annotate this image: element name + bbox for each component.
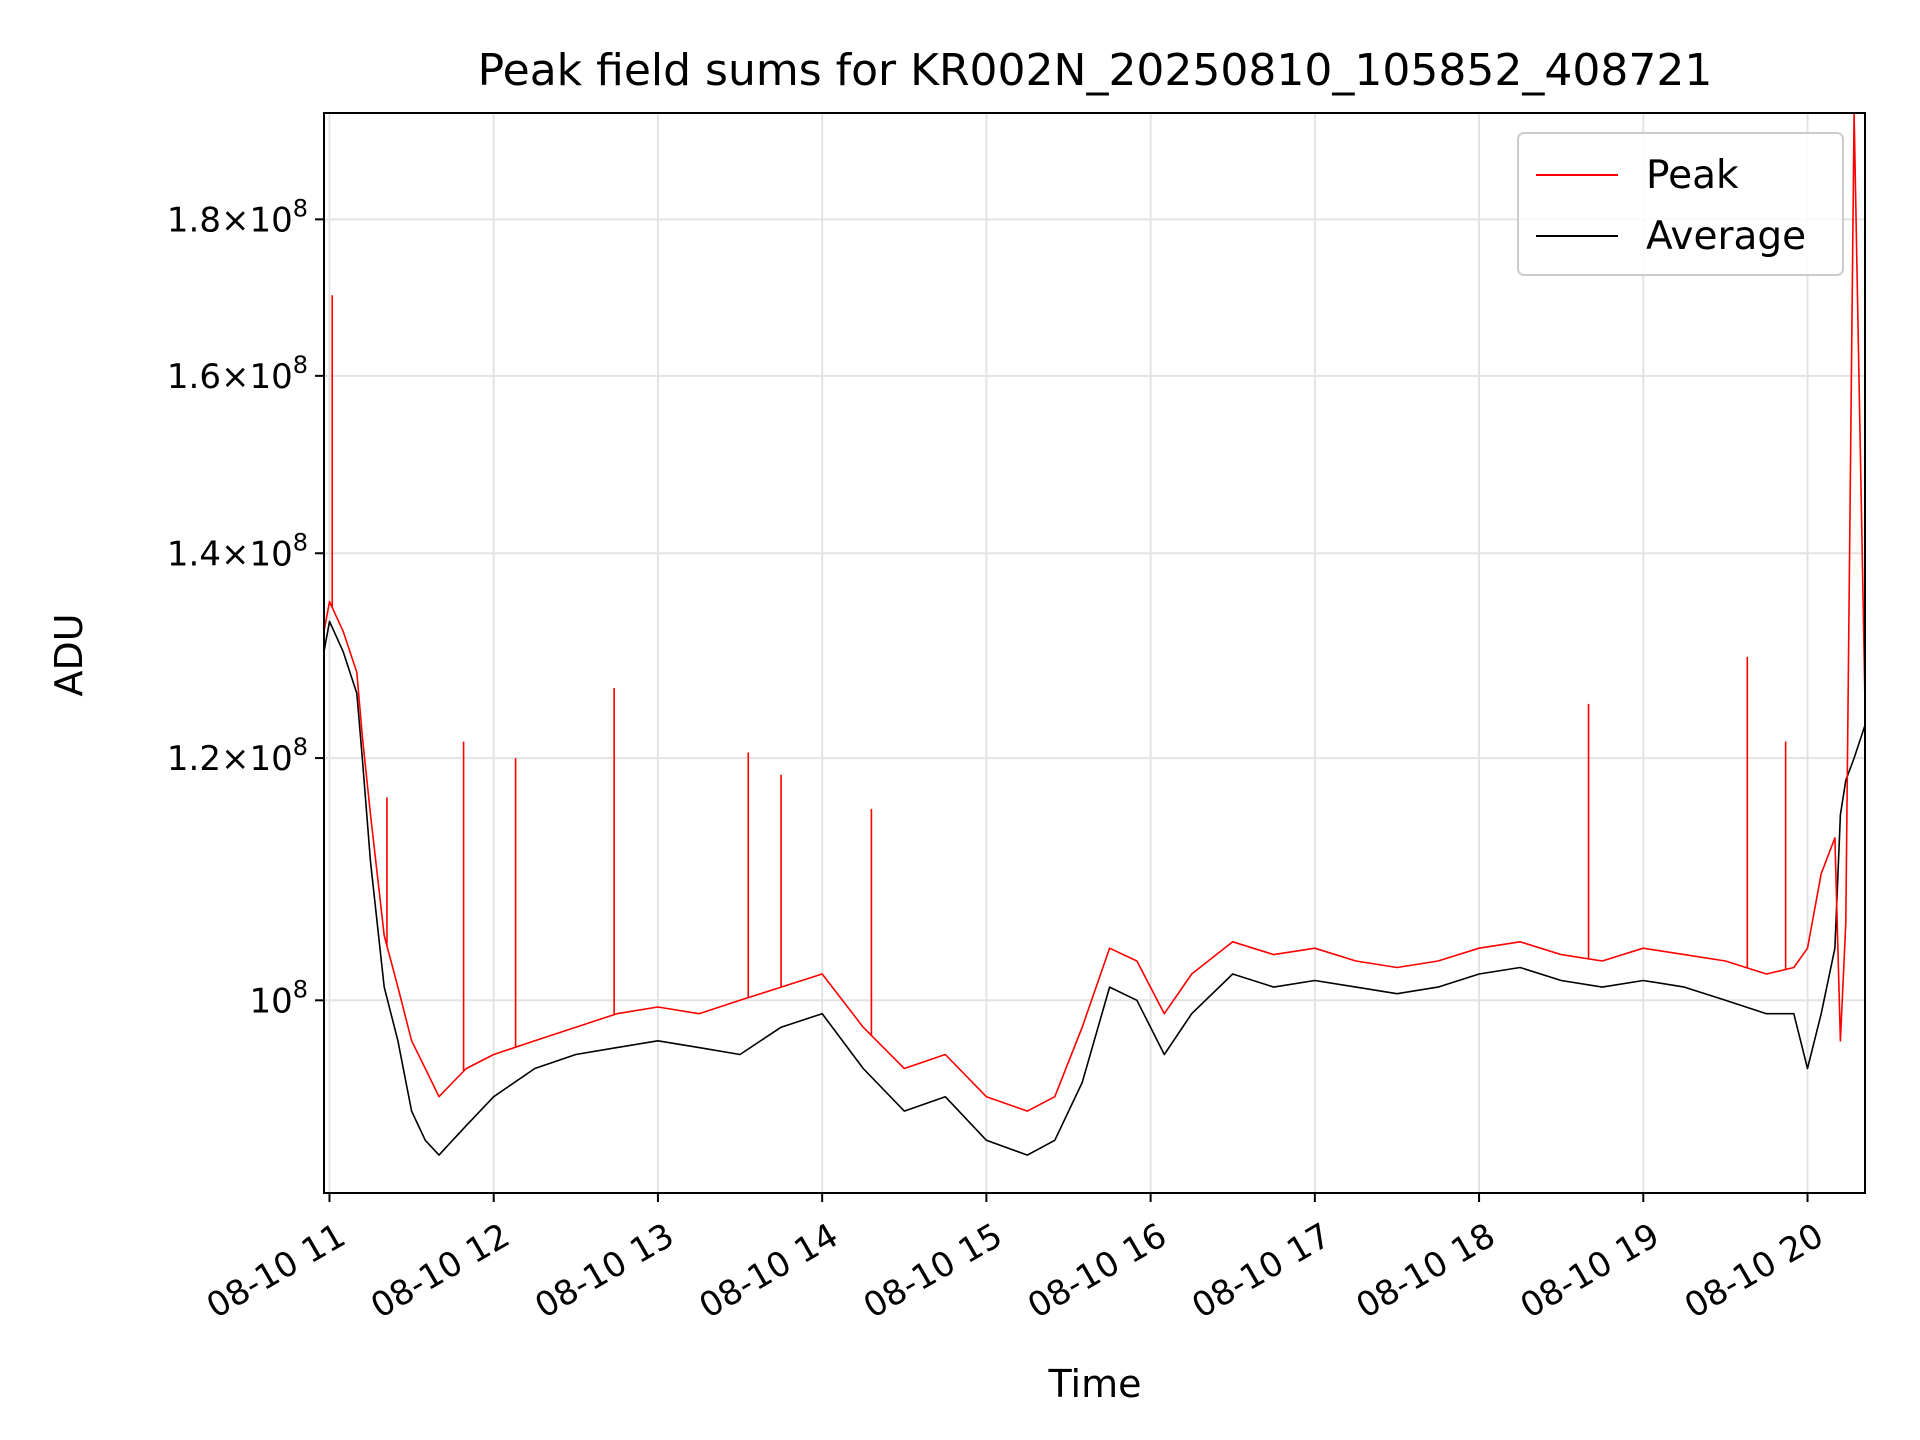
y-tick-label: 1.8×108 xyxy=(167,194,308,240)
y-axis-label: ADU xyxy=(47,613,91,696)
chart-title: Peak field sums for KR002N_20250810_1058… xyxy=(478,45,1713,96)
series-peak-line xyxy=(323,112,1866,1112)
y-tick-label: 1.2×108 xyxy=(167,733,308,779)
grid xyxy=(324,113,1865,1193)
legend: Peak Average xyxy=(1517,132,1844,276)
legend-label: Average xyxy=(1646,214,1806,259)
x-axis-label: Time xyxy=(1048,1362,1142,1406)
y-axis-ticks: 108 1.2×108 1.4×108 1.6×108 1.8×108 xyxy=(167,194,324,1021)
legend-box xyxy=(1517,132,1844,276)
series-average-line xyxy=(323,620,1866,1156)
plot-series xyxy=(323,112,1866,1156)
y-tick-label: 108 xyxy=(249,975,308,1021)
plot-frame xyxy=(323,112,1866,1194)
y-tick-label: 1.4×108 xyxy=(167,528,308,574)
y-tick-label: 1.6×108 xyxy=(167,351,308,397)
legend-label: Peak xyxy=(1646,153,1739,198)
